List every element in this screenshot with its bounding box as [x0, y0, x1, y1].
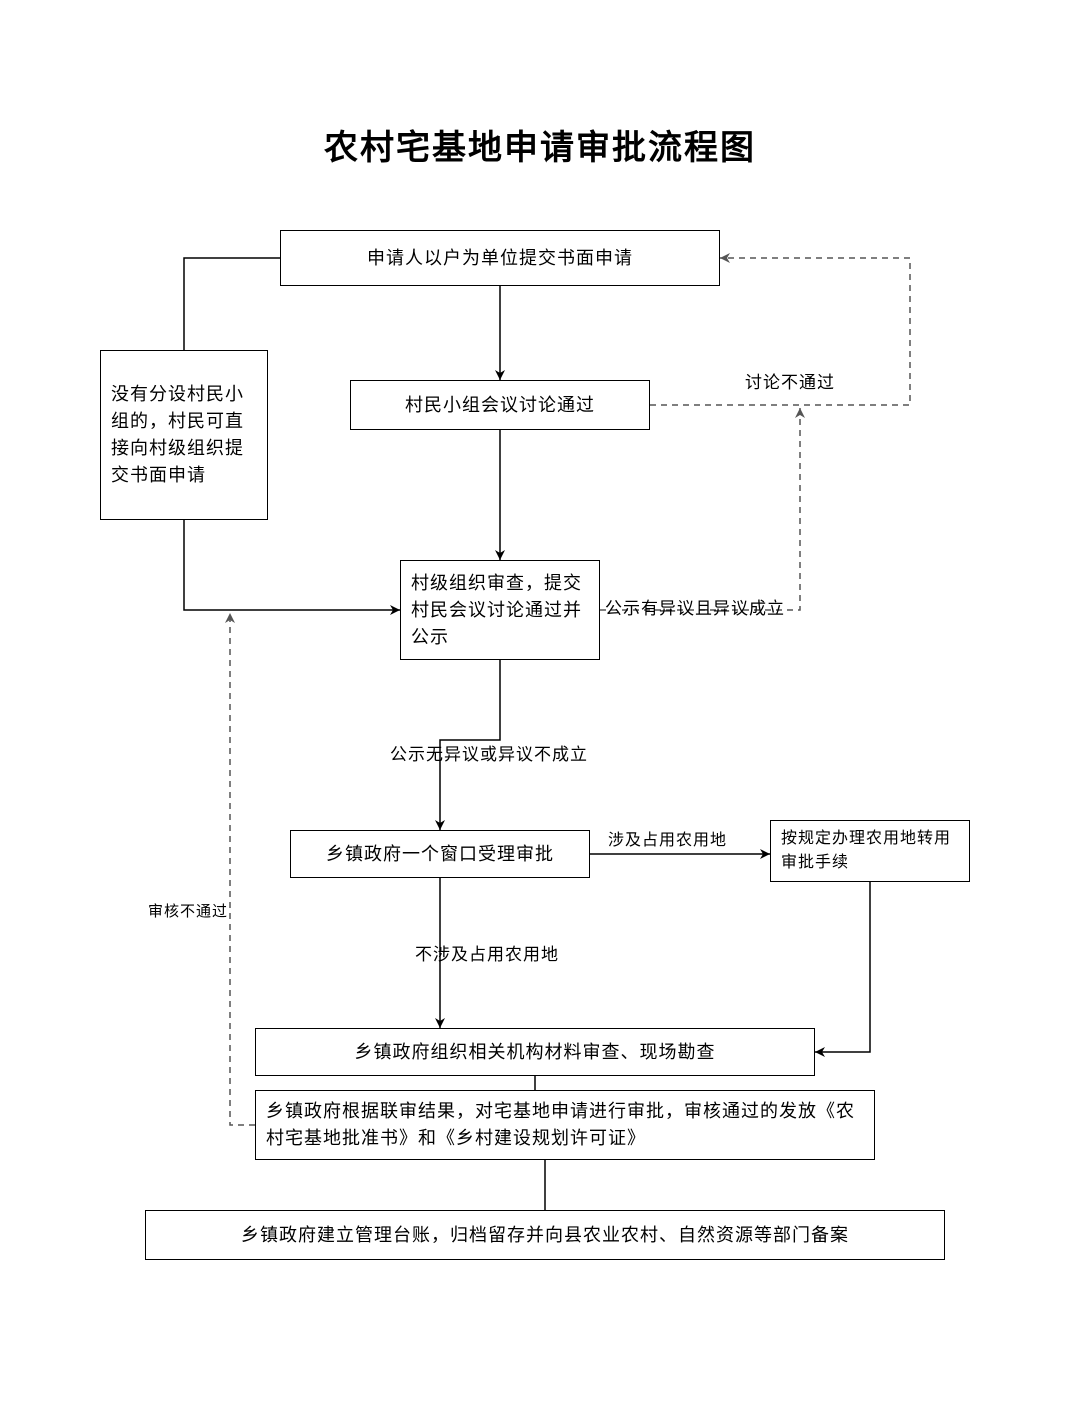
edge-label-l3: 公示无异议或异议不成立 [390, 740, 588, 765]
flow-node-n3: 村民小组会议讨论通过 [350, 380, 650, 430]
flow-node-n8: 乡镇政府根据联审结果，对宅基地申请进行审批，审核通过的发放《农村宅基地批准书》和… [255, 1090, 875, 1160]
edge-e_n6_n7 [815, 882, 870, 1052]
edge-e_n4_back [600, 408, 800, 610]
flow-node-n6: 按规定办理农用地转用审批手续 [770, 820, 970, 882]
edge-label-l4: 涉及占用农用地 [608, 826, 727, 850]
flow-node-n2: 没有分设村民小组的，村民可直接向村级组织提交书面申请 [100, 350, 268, 520]
edge-e_n2_n4 [184, 520, 400, 610]
edge-label-l6: 审核不通过 [148, 900, 228, 921]
edge-e_n8_back [230, 613, 255, 1125]
flow-node-n4: 村级组织审查，提交村民会议讨论通过并公示 [400, 560, 600, 660]
edge-label-l5: 不涉及占用农用地 [415, 940, 559, 965]
edge-label-l2: 公示有异议且异议成立 [605, 594, 785, 619]
edge-e_n1_n2 [184, 258, 280, 350]
flow-node-n1: 申请人以户为单位提交书面申请 [280, 230, 720, 286]
flowchart-edges [0, 0, 1080, 1411]
flow-node-n7: 乡镇政府组织相关机构材料审查、现场勘查 [255, 1028, 815, 1076]
flowchart-title: 农村宅基地申请审批流程图 [0, 120, 1080, 169]
flow-node-n5: 乡镇政府一个窗口受理审批 [290, 830, 590, 878]
flow-node-n9: 乡镇政府建立管理台账，归档留存并向县农业农村、自然资源等部门备案 [145, 1210, 945, 1260]
edge-label-l1: 讨论不通过 [745, 368, 835, 393]
